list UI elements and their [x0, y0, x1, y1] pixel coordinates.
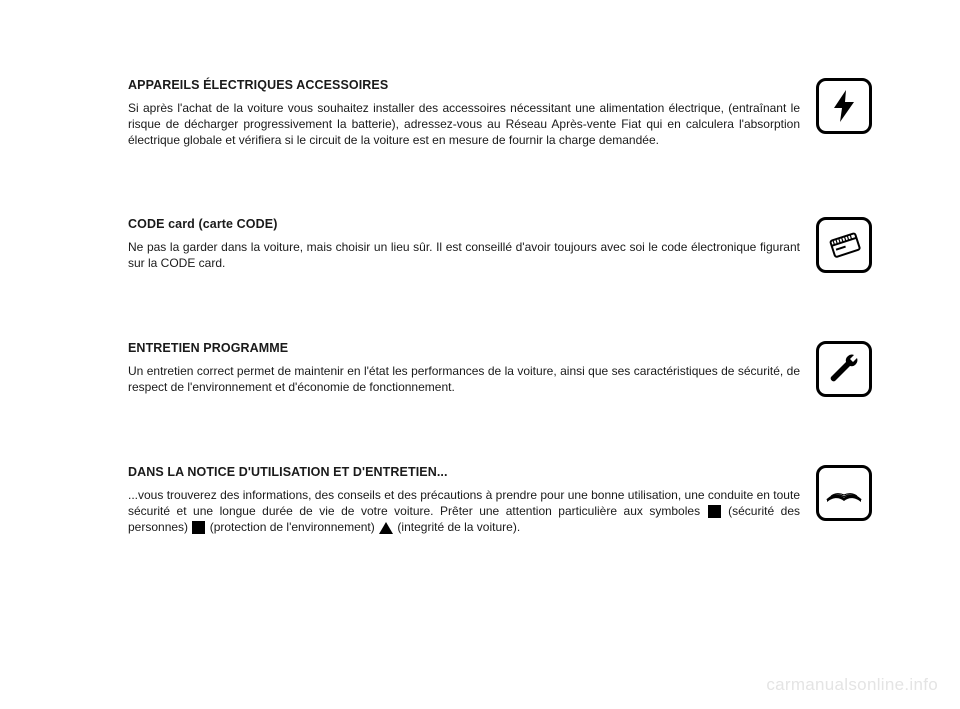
section-electrical: APPAREILS ÉLECTRIQUES ACCESSOIRES Si apr…: [128, 78, 872, 149]
text-block: CODE card (carte CODE) Ne pas la garder …: [128, 217, 816, 271]
watermark: carmanualsonline.info: [766, 675, 938, 695]
section-code-card: CODE card (carte CODE) Ne pas la garder …: [128, 217, 872, 273]
section-title: DANS LA NOTICE D'UTILISATION ET D'ENTRET…: [128, 465, 800, 479]
wrench-icon: [816, 341, 872, 397]
text-block: ENTRETIEN PROGRAMME Un entretien correct…: [128, 341, 816, 395]
person-safety-symbol: [708, 505, 721, 518]
section-body: Un entretien correct permet de maintenir…: [128, 363, 800, 395]
manual-page: APPAREILS ÉLECTRIQUES ACCESSOIRES Si apr…: [0, 0, 960, 709]
text-block: DANS LA NOTICE D'UTILISATION ET D'ENTRET…: [128, 465, 816, 536]
section-title: APPAREILS ÉLECTRIQUES ACCESSOIRES: [128, 78, 800, 92]
section-title: ENTRETIEN PROGRAMME: [128, 341, 800, 355]
environment-symbol: [192, 521, 205, 534]
body-text: (integrité de la voiture).: [394, 520, 520, 534]
section-body: Si après l'achat de la voiture vous souh…: [128, 100, 800, 149]
section-maintenance: ENTRETIEN PROGRAMME Un entretien correct…: [128, 341, 872, 397]
book-icon: [816, 465, 872, 521]
section-title: CODE card (carte CODE): [128, 217, 800, 231]
section-body-with-symbols: ...vous trouverez des informations, des …: [128, 487, 800, 536]
text-block: APPAREILS ÉLECTRIQUES ACCESSOIRES Si apr…: [128, 78, 816, 149]
bolt-icon: [816, 78, 872, 134]
section-manual: DANS LA NOTICE D'UTILISATION ET D'ENTRET…: [128, 465, 872, 536]
code-card-icon: [816, 217, 872, 273]
car-integrity-symbol: [379, 522, 393, 534]
section-body: Ne pas la garder dans la voiture, mais c…: [128, 239, 800, 271]
body-text: ...vous trouverez des informations, des …: [128, 488, 800, 518]
body-text: (protection de l'environnement): [206, 520, 378, 534]
